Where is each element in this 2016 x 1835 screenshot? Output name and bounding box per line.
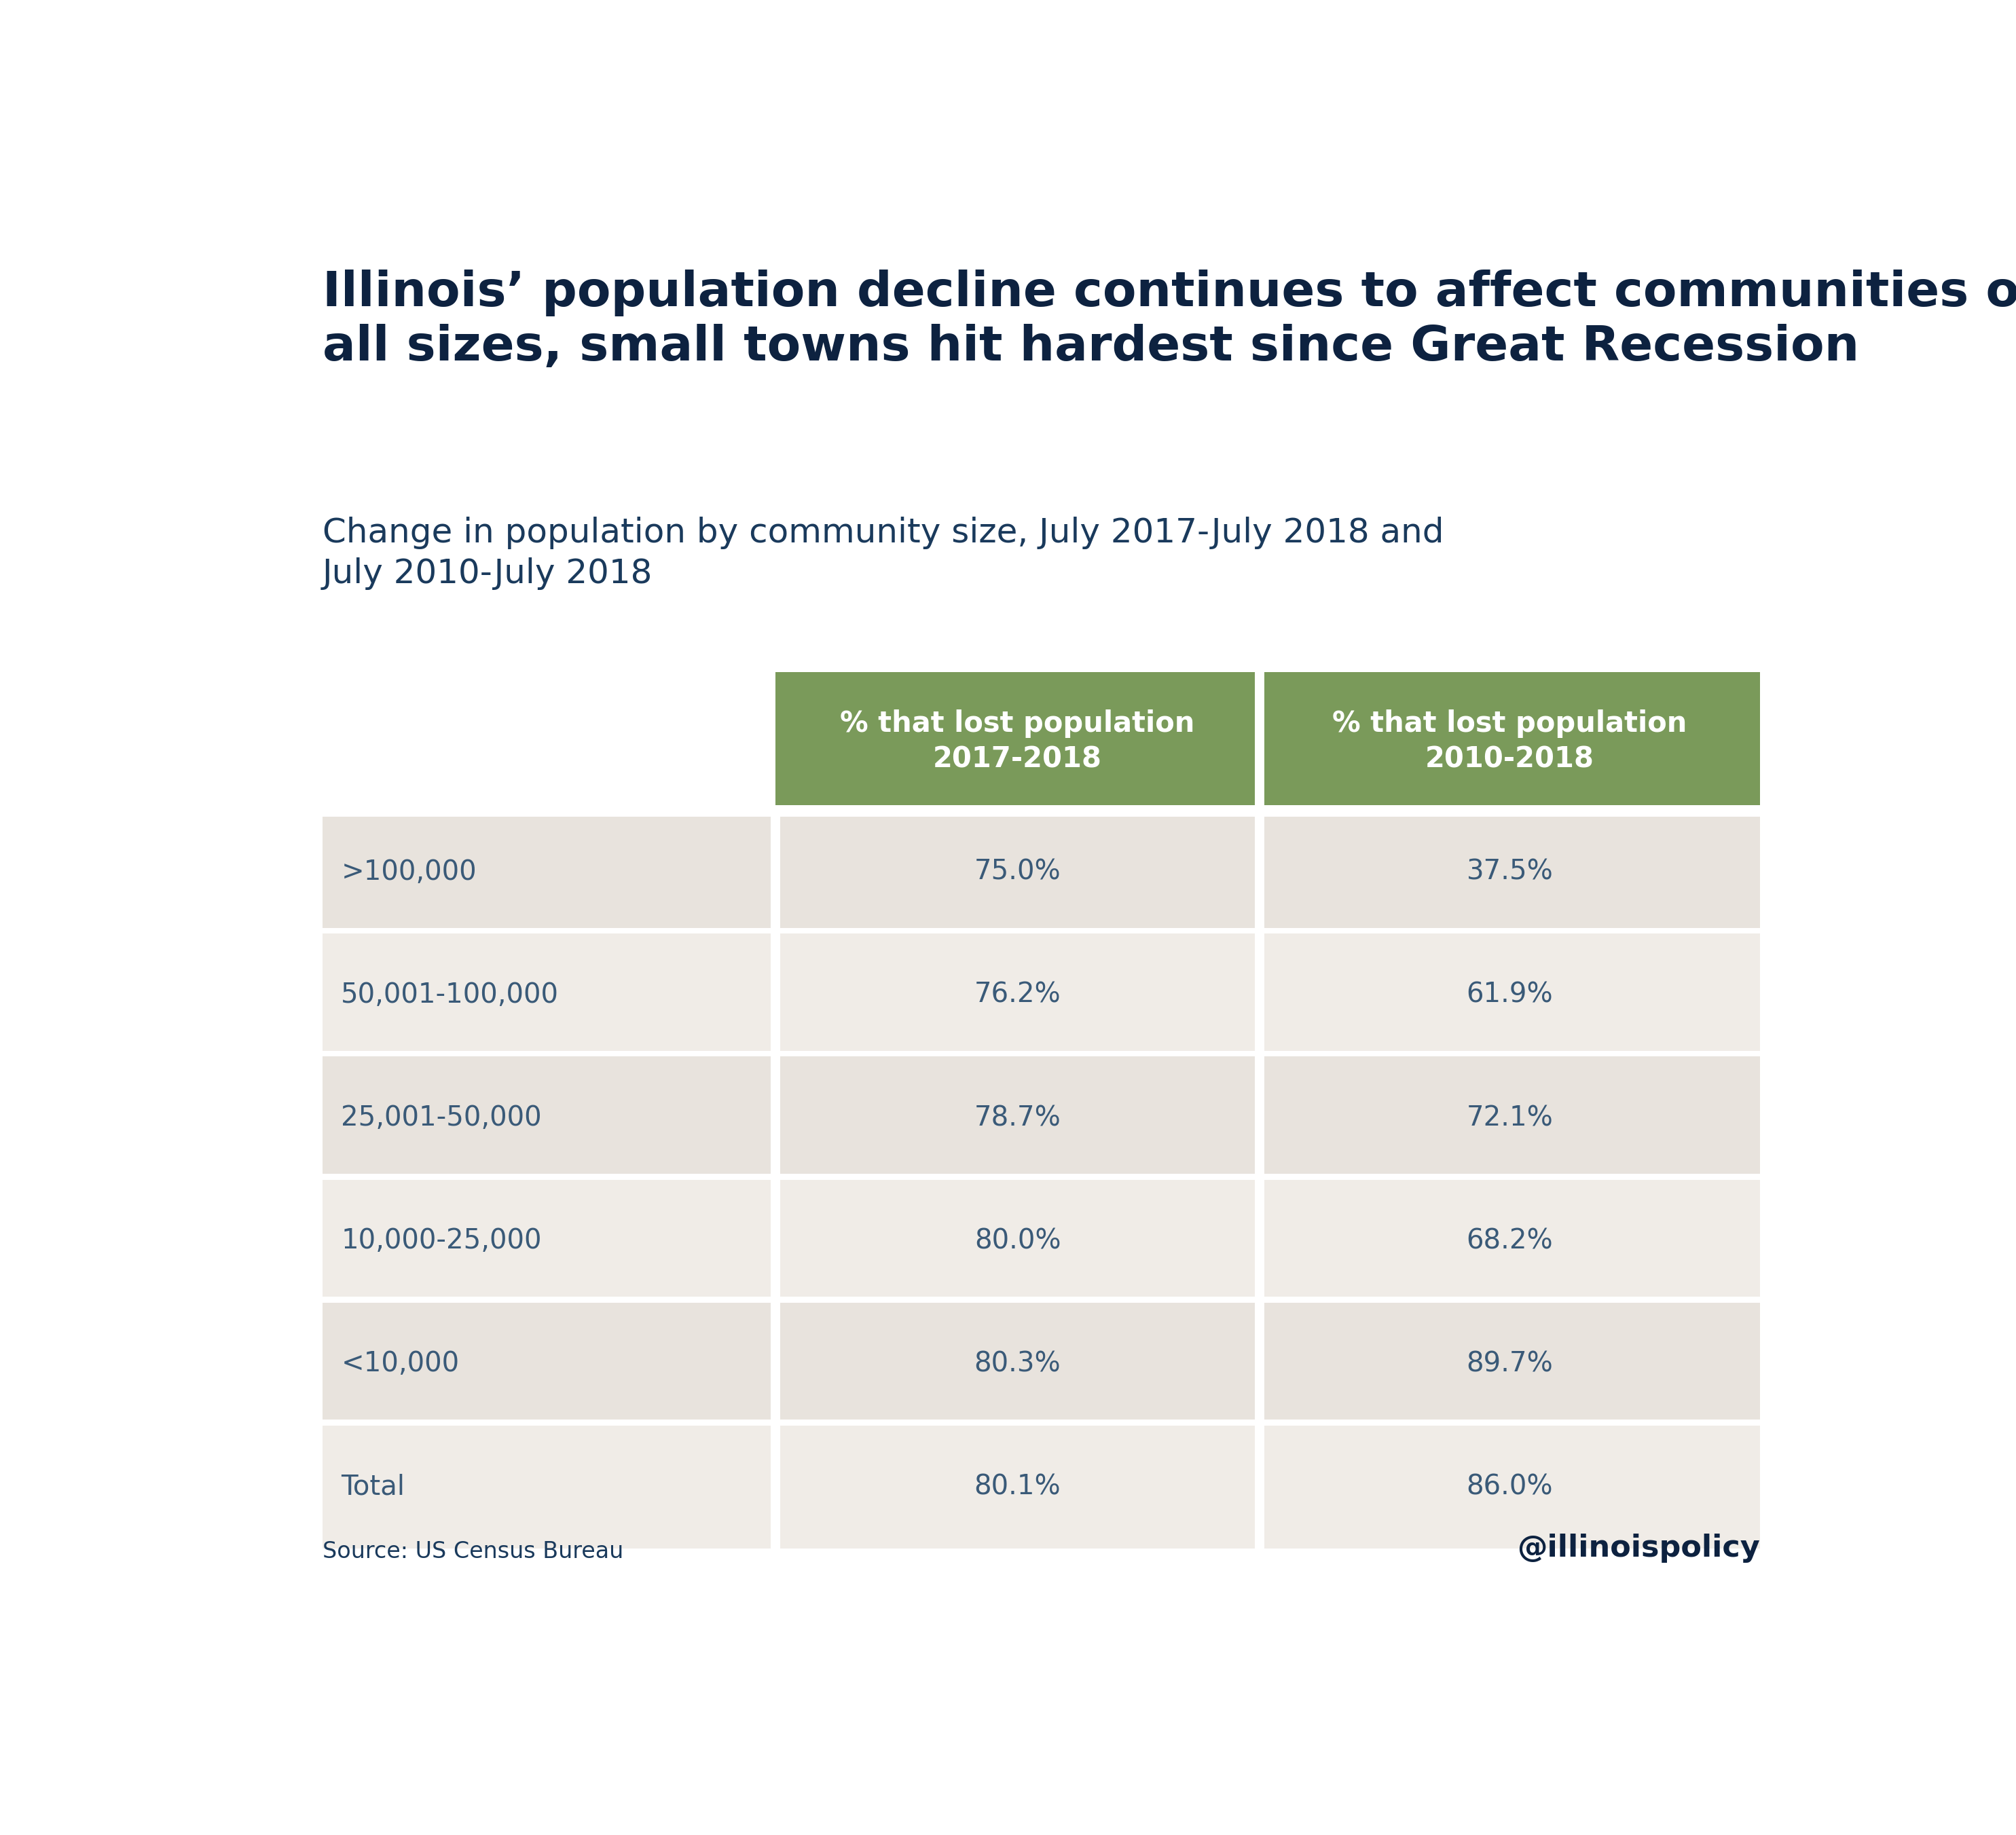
Bar — [1256, 811, 1264, 934]
Bar — [1256, 934, 1264, 1057]
Bar — [323, 1051, 1760, 1062]
Text: 68.2%: 68.2% — [1466, 1228, 1552, 1255]
Text: >100,000: >100,000 — [341, 859, 476, 886]
Bar — [1256, 1057, 1264, 1180]
Bar — [1256, 1303, 1264, 1426]
Text: 75.0%: 75.0% — [974, 859, 1060, 886]
Bar — [323, 811, 1760, 934]
Bar — [776, 672, 1760, 811]
Bar — [323, 1426, 1760, 1549]
Text: 89.7%: 89.7% — [1466, 1351, 1552, 1378]
Text: 80.0%: 80.0% — [974, 1228, 1060, 1255]
Text: 37.5%: 37.5% — [1466, 859, 1552, 886]
Text: 10,000-25,000: 10,000-25,000 — [341, 1228, 542, 1255]
Bar — [323, 1180, 1760, 1303]
Bar — [323, 934, 1760, 1057]
Text: 61.9%: 61.9% — [1466, 982, 1552, 1009]
Text: Source: US Census Bureau: Source: US Census Bureau — [323, 1540, 623, 1563]
Bar — [770, 1180, 780, 1303]
Text: 76.2%: 76.2% — [974, 982, 1060, 1009]
Bar — [1256, 672, 1264, 811]
Text: 78.7%: 78.7% — [974, 1105, 1060, 1132]
Text: 80.3%: 80.3% — [974, 1351, 1060, 1378]
Text: 25,001-50,000: 25,001-50,000 — [341, 1105, 542, 1132]
Bar — [323, 1420, 1760, 1431]
Bar — [323, 1057, 1760, 1180]
Bar — [323, 1297, 1760, 1308]
Bar — [770, 811, 780, 934]
Text: @illinoispolicy: @illinoispolicy — [1516, 1534, 1760, 1563]
Text: 80.1%: 80.1% — [974, 1474, 1060, 1501]
Text: 86.0%: 86.0% — [1466, 1474, 1552, 1501]
Bar — [770, 1426, 780, 1549]
Text: Total: Total — [341, 1474, 405, 1501]
Bar — [323, 929, 1760, 940]
Bar — [1256, 1426, 1264, 1549]
Text: Change in population by community size, July 2017-July 2018 and
July 2010-July 2: Change in population by community size, … — [323, 517, 1443, 589]
Text: % that lost population
2017-2018: % that lost population 2017-2018 — [841, 710, 1195, 773]
Text: % that lost population
2010-2018: % that lost population 2010-2018 — [1333, 710, 1687, 773]
Text: 72.1%: 72.1% — [1466, 1105, 1552, 1132]
Bar — [770, 1303, 780, 1426]
Bar — [1256, 1180, 1264, 1303]
Bar — [323, 1303, 1760, 1426]
Text: 50,001-100,000: 50,001-100,000 — [341, 982, 558, 1009]
Bar — [323, 806, 1760, 817]
Text: Illinois’ population decline continues to affect communities of
all sizes, small: Illinois’ population decline continues t… — [323, 270, 2016, 371]
Text: <10,000: <10,000 — [341, 1351, 460, 1378]
Bar — [770, 1057, 780, 1180]
Bar — [323, 1174, 1760, 1185]
Bar — [770, 934, 780, 1057]
